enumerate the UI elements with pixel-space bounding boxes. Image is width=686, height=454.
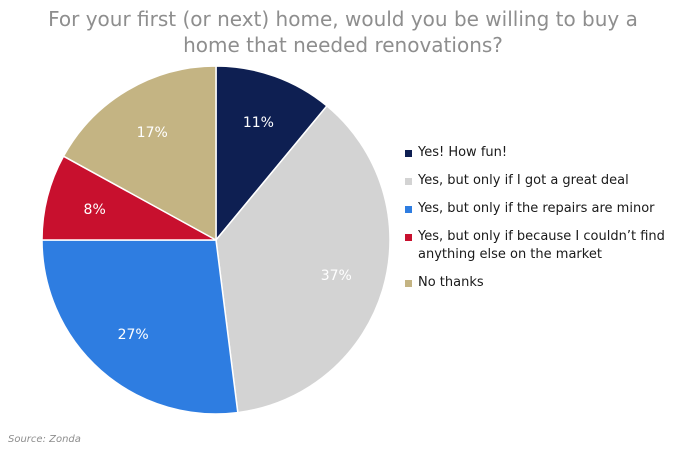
legend-swatch bbox=[405, 150, 412, 157]
pie-slice bbox=[215, 65, 328, 243]
slice-value-label: 27% bbox=[118, 327, 149, 343]
slice-value-label: 11% bbox=[243, 115, 274, 131]
legend-swatch bbox=[405, 206, 412, 213]
legend-label: Yes, but only if I got a great deal bbox=[418, 173, 629, 188]
source-note: Source: Zonda bbox=[8, 434, 81, 445]
chart-title-line-2: home that needed renovations? bbox=[183, 33, 503, 57]
slice-value-label: 37% bbox=[321, 268, 352, 284]
legend-label: Yes! How fun! bbox=[418, 145, 508, 160]
legend-item: Yes, but only if the repairs are minor bbox=[405, 200, 680, 218]
chart-title: For your first (or next) home, would you… bbox=[0, 6, 686, 58]
legend-item: Yes, but only if I got a great deal bbox=[405, 172, 680, 190]
legend-swatch bbox=[405, 178, 412, 185]
legend-swatch bbox=[405, 280, 412, 287]
pie-slice bbox=[62, 65, 217, 242]
legend-item: Yes, but only if because I couldn’t find… bbox=[405, 228, 680, 264]
legend: Yes! How fun! Yes, but only if I got a g… bbox=[405, 144, 680, 302]
legend-label: Yes, but only if the repairs are minor bbox=[418, 201, 655, 216]
chart-title-line-1: For your first (or next) home, would you… bbox=[48, 7, 638, 31]
legend-label: Yes, but only if because I couldn’t find… bbox=[418, 229, 665, 262]
pie-slice bbox=[215, 104, 391, 414]
pie-slice bbox=[41, 239, 239, 415]
slice-value-label: 8% bbox=[84, 202, 106, 218]
legend-label: No thanks bbox=[418, 275, 484, 290]
legend-swatch bbox=[405, 234, 412, 241]
slice-value-label: 17% bbox=[137, 125, 168, 141]
legend-item: No thanks bbox=[405, 274, 680, 292]
legend-item: Yes! How fun! bbox=[405, 144, 680, 162]
